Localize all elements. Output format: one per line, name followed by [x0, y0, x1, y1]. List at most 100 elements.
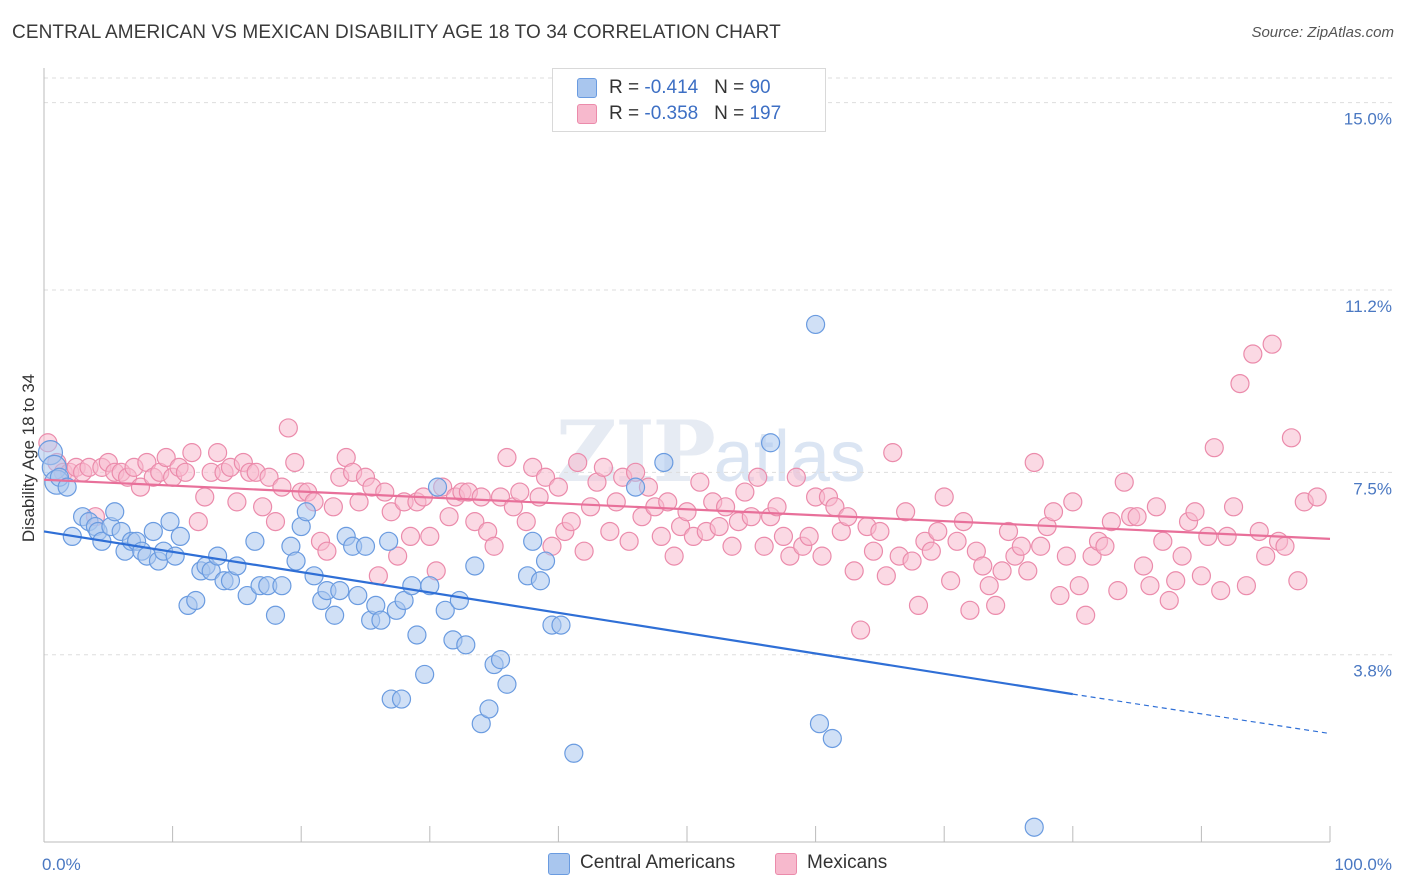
mexican-point: [600, 521, 620, 542]
legend-swatch-mexicans: [775, 853, 797, 875]
mexican-point: [722, 536, 742, 556]
mexican-point: [664, 546, 684, 566]
y-tick-label: 11.2%: [1345, 297, 1392, 316]
central-american-point: [105, 502, 125, 522]
central-american-point: [415, 664, 435, 685]
mexican-point: [1114, 472, 1134, 492]
central-american-point: [325, 605, 345, 625]
axes: [43, 68, 1331, 843]
legend-swatch-central-americans: [548, 853, 570, 875]
mexican-point: [375, 482, 395, 502]
mexican-point: [690, 472, 710, 492]
mexican-point: [465, 512, 485, 532]
mexican-point: [883, 443, 903, 463]
central-american-point: [227, 556, 247, 576]
mexican-point: [130, 477, 151, 497]
mexican-point: [1204, 438, 1224, 458]
mexican-point: [658, 492, 678, 512]
central-american-point: [391, 689, 412, 709]
mexican-point: [844, 561, 864, 581]
mexican-point: [1236, 576, 1257, 596]
mexican-point: [1256, 546, 1276, 566]
central-american-point: [57, 477, 77, 497]
mexican-point: [1063, 492, 1083, 512]
central-american-point: [371, 610, 391, 630]
mexican-point: [1050, 585, 1070, 606]
mexican-point: [876, 566, 896, 586]
legend-stats: R = -0.358 N = 197: [609, 103, 781, 125]
n-label: N =: [714, 77, 750, 98]
mexican-point: [574, 541, 594, 561]
central-american-point: [165, 546, 185, 566]
mexican-point: [400, 526, 421, 547]
central-american-point: [208, 546, 228, 566]
central-american-point: [272, 576, 292, 596]
central-american-point: [265, 605, 286, 625]
trend-lines: [43, 478, 1331, 735]
mexican-point: [1262, 334, 1282, 354]
central-american-point: [143, 521, 163, 542]
central-american-point: [407, 625, 427, 645]
mexican-point: [349, 492, 369, 512]
r-label: R =: [609, 103, 645, 124]
central-american-point: [654, 452, 674, 473]
central-american-point: [760, 433, 781, 453]
mexican-point: [1307, 487, 1327, 507]
mexican-point: [979, 576, 999, 596]
mexican-point: [388, 546, 408, 566]
central-american-trend-line: [43, 530, 1073, 696]
mexican-point: [1146, 497, 1166, 517]
mexican-point: [870, 521, 890, 542]
mexican-point: [510, 482, 530, 502]
central-american-point: [296, 502, 316, 522]
mexican-point: [619, 531, 639, 551]
central-american-point: [564, 743, 584, 763]
mexican-point: [973, 556, 993, 576]
mexican-point: [1018, 561, 1038, 581]
mexican-point: [812, 546, 832, 566]
mexican-point: [368, 566, 388, 586]
x-tick-label: 100.0%: [1334, 855, 1392, 874]
mexican-point: [497, 447, 517, 468]
mexican-point: [1217, 526, 1237, 547]
mexican-point: [992, 561, 1012, 581]
mexican-point: [606, 492, 626, 512]
mexican-point: [1159, 590, 1179, 611]
central-american-point: [805, 314, 826, 335]
central-american-point: [348, 585, 368, 606]
tick-labels: 3.8% 7.5% 11.2% 15.0% 0.0% 100.0% Disability A…: [19, 110, 1392, 874]
mexican-point: [1140, 576, 1160, 596]
mexican-point: [420, 526, 440, 547]
mexican-point: [156, 447, 176, 468]
mexican-point: [182, 443, 202, 463]
mexican-point: [484, 536, 504, 556]
legend-label: Mexicans: [807, 852, 888, 873]
central-american-point: [523, 531, 543, 551]
mexican-point: [516, 512, 536, 532]
central-american-point: [379, 531, 399, 551]
mexican-point: [1108, 581, 1128, 601]
r-label: R =: [609, 77, 645, 98]
mexican-point: [947, 531, 967, 551]
mexican-point: [265, 512, 286, 532]
central-american-point: [245, 531, 265, 551]
mexican-point: [278, 418, 298, 438]
mexican-point: [715, 497, 736, 517]
legend-label: Central Americans: [580, 852, 736, 873]
central-american-point: [1024, 817, 1044, 837]
central-american-point: [471, 714, 491, 734]
central-american-point: [497, 674, 517, 694]
central-american-point: [286, 551, 306, 571]
mexican-point: [1211, 581, 1231, 601]
mexican-point: [1133, 556, 1154, 576]
central-american-point: [809, 714, 830, 734]
mexican-point: [1198, 526, 1218, 547]
mexican-point: [1011, 536, 1031, 556]
mexican-point: [1076, 605, 1096, 625]
legend-swatch-central-americans: [577, 78, 597, 98]
mexican-point: [786, 467, 806, 487]
mexican-point: [471, 487, 491, 507]
mexican-point: [561, 512, 581, 532]
y-tick-label: 15.0%: [1344, 110, 1392, 129]
